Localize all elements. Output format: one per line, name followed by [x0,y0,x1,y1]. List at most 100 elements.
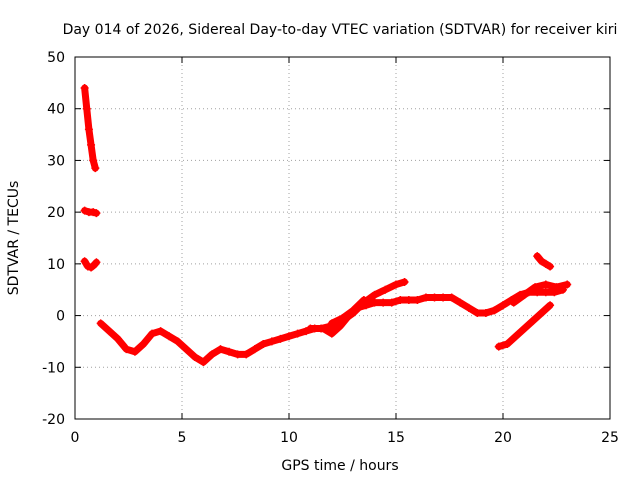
data-point [421,293,430,302]
x-tick-label: 10 [280,430,298,446]
plot-frame [74,56,611,420]
x-tick-label: 5 [178,430,187,446]
data-point [490,306,499,315]
data-point [82,104,91,113]
data-point [216,345,225,354]
data-point [199,358,208,367]
y-tick-label: 10 [47,257,65,273]
data-point [276,334,285,343]
data-point [122,345,131,354]
data-point [537,257,546,266]
data-point [190,352,199,361]
data-point [546,262,555,271]
data-point [370,290,379,299]
data-point [267,337,276,346]
data-point [413,296,422,305]
data-point [87,140,96,149]
data-point [531,283,540,292]
data-point [499,301,507,310]
y-tick-label: 20 [47,205,65,221]
x-axis-label: GPS time / hours [281,458,398,474]
data-point [225,347,234,356]
data-point [509,298,518,307]
y-tick-label: -20 [42,412,65,428]
data-point [293,329,302,338]
data-point [182,345,191,354]
data-point [317,324,326,333]
x-tick-label: 25 [601,430,619,446]
data-point [259,340,268,349]
axis-ticks: 0 5 10 15 20 25 -20 -10 0 10 20 30 40 50 [42,50,619,446]
data-point [430,293,439,302]
series-band-late-high [533,252,554,270]
data-point [105,327,114,336]
data-point [404,296,413,305]
data-point [80,84,89,93]
data-point [349,306,358,315]
data-point [91,164,100,173]
data-point [456,298,465,307]
data-point [338,314,347,323]
series-band-steep-decline [81,84,99,172]
data-point [165,332,174,341]
y-tick-label: -10 [42,360,65,376]
data-point [396,296,405,305]
data-point [84,125,93,134]
data-point [130,347,139,356]
data-point [520,324,529,333]
data-point [306,324,315,333]
y-tick-label: 50 [47,50,65,66]
data-point [537,308,546,317]
chart-title: Day 014 of 2026, Sidereal Day-to-day VTE… [63,22,618,38]
data-point [92,258,101,267]
data-point [148,329,157,338]
data-point [359,296,368,305]
data-point [392,280,400,289]
data-point [207,350,216,359]
data-point [242,350,251,359]
data-point [139,340,148,349]
data-point [156,327,165,336]
data-point [464,303,473,312]
grid [75,57,610,419]
data-point [494,342,503,351]
data-point [327,319,336,328]
y-tick-label: 30 [47,153,65,169]
data-point [520,290,529,299]
data-point [473,308,482,317]
data-point [80,206,89,215]
data-point [541,259,550,268]
data-point [563,280,572,289]
data-point [387,298,396,307]
data-point [481,308,490,317]
y-tick-label: 0 [56,309,65,325]
data-point [511,332,520,341]
data-point [533,252,542,261]
data-point [327,329,336,338]
y-axis-label: SDTVAR / TECUs [6,181,22,296]
data-point [96,319,105,328]
data-point [89,156,98,165]
data-point [285,332,293,341]
data-point [552,283,561,292]
x-tick-label: 0 [71,430,80,446]
data-marks [80,84,572,367]
data-point [400,277,409,286]
data-point [381,285,390,294]
data-point [546,301,555,310]
data-point [528,316,537,325]
data-point [92,209,101,218]
data-point [379,298,388,307]
data-point [80,257,89,266]
series-band-lower-branch [328,296,368,327]
x-tick-label: 15 [387,430,405,446]
data-point [233,350,242,359]
data-point [541,280,550,289]
data-point [447,293,456,302]
data-point [250,345,259,354]
data-point [541,288,550,297]
x-tick-label: 20 [494,430,512,446]
data-point [173,337,182,346]
data-point [113,334,122,343]
data-point [439,293,448,302]
